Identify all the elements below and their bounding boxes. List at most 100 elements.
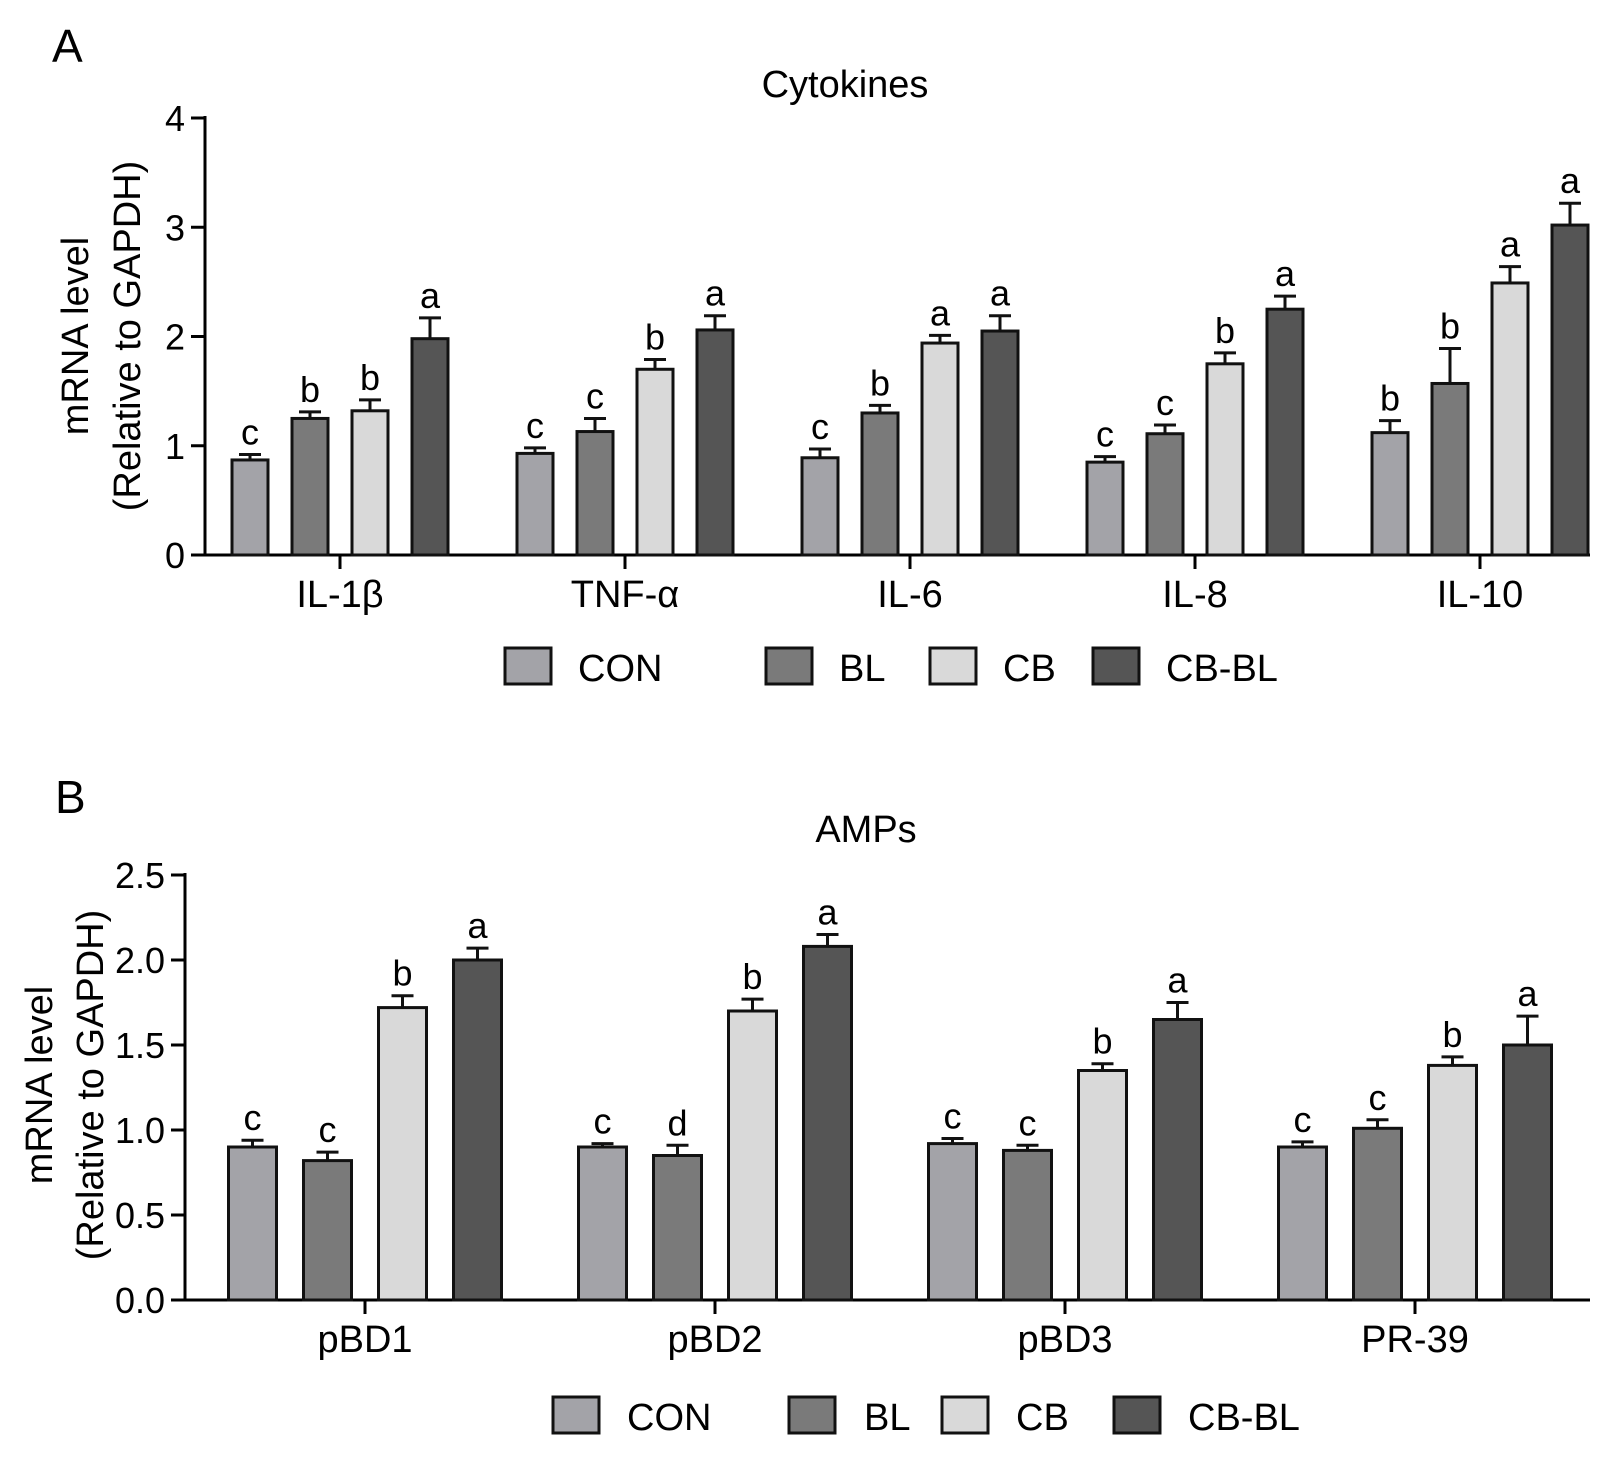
legend-label: BL	[839, 648, 885, 690]
significance-letter: b	[1440, 306, 1460, 347]
bar	[695, 328, 735, 557]
bar	[577, 1145, 628, 1302]
bar	[452, 958, 503, 1302]
significance-letter: a	[930, 292, 951, 333]
bar	[1077, 1069, 1128, 1302]
significance-letter: b	[870, 362, 890, 403]
bar	[860, 411, 900, 557]
y-tick-label: 0.5	[115, 1195, 165, 1236]
x-tick-label: IL-8	[1162, 574, 1227, 616]
x-tick-label: TNF-α	[571, 574, 680, 616]
significance-letter: a	[1517, 973, 1538, 1014]
x-tick-label: pBD2	[667, 1319, 762, 1361]
significance-letter: c	[241, 411, 259, 452]
x-tick-label: IL-10	[1437, 574, 1524, 616]
legend-swatch	[787, 1395, 837, 1435]
y-axis-label-line2: (Relative to GAPDH)	[70, 910, 112, 1261]
bar	[290, 416, 330, 557]
y-tick-label: 0.0	[115, 1280, 165, 1321]
significance-letter: b	[1215, 310, 1235, 351]
bar	[1152, 1018, 1203, 1302]
significance-letter: c	[1019, 1102, 1037, 1143]
significance-letter: d	[667, 1102, 687, 1143]
bar	[800, 456, 840, 557]
significance-letter: c	[811, 406, 829, 447]
bar	[302, 1159, 353, 1302]
bar	[1205, 362, 1245, 557]
legend-swatch	[928, 646, 978, 686]
significance-letter: a	[705, 273, 726, 314]
bar	[927, 1142, 978, 1302]
significance-letter: c	[244, 1097, 262, 1138]
bar	[920, 341, 960, 557]
bar	[1352, 1126, 1403, 1302]
bar	[1430, 381, 1470, 557]
significance-letter: a	[1275, 253, 1296, 294]
bar	[515, 451, 555, 557]
significance-letter: b	[742, 956, 762, 997]
significance-letter: a	[467, 905, 488, 946]
significance-letter: b	[1092, 1021, 1112, 1062]
significance-letter: a	[817, 892, 838, 933]
legend-label: CON	[578, 648, 662, 690]
significance-letter: a	[1500, 224, 1521, 265]
panel-label: B	[55, 771, 86, 823]
chart-title: Cytokines	[762, 64, 929, 106]
significance-letter: b	[360, 357, 380, 398]
x-tick-label: IL-6	[877, 574, 942, 616]
y-tick-label: 4	[165, 98, 185, 139]
bar	[1265, 307, 1305, 557]
significance-letter: c	[1096, 414, 1114, 455]
bar	[1502, 1043, 1553, 1302]
y-tick-label: 1	[165, 426, 185, 467]
x-tick-label: PR-39	[1361, 1319, 1469, 1361]
bar	[230, 458, 270, 557]
chart-panel-a: A Cytokines mRNA level (Relative to GAPDH) 0…	[52, 20, 1590, 690]
legend-swatch	[1091, 646, 1141, 686]
bar	[1002, 1148, 1053, 1302]
significance-letter: c	[944, 1096, 962, 1137]
significance-letter: a	[420, 275, 441, 316]
bar	[802, 944, 853, 1302]
significance-letter: a	[1167, 960, 1188, 1001]
y-tick-label: 0	[165, 535, 185, 576]
significance-letter: b	[392, 953, 412, 994]
bar	[227, 1145, 278, 1302]
y-axis-label-line1: mRNA level	[55, 237, 97, 436]
legend-label: CB	[1003, 648, 1056, 690]
y-tick-label: 2	[165, 317, 185, 358]
bar	[1370, 431, 1410, 557]
significance-letter: c	[526, 405, 544, 446]
significance-letter: b	[300, 369, 320, 410]
significance-letter: c	[319, 1109, 337, 1150]
y-tick-label: 2.0	[115, 940, 165, 981]
legend-swatch	[940, 1395, 990, 1435]
y-tick-label: 1.5	[115, 1025, 165, 1066]
x-tick-label: pBD1	[317, 1319, 412, 1361]
bar	[1277, 1145, 1328, 1302]
y-tick-label: 3	[165, 207, 185, 248]
legend-label: CB-BL	[1188, 1397, 1300, 1439]
y-axis-label-line2: (Relative to GAPDH)	[107, 161, 149, 512]
y-tick-label: 1.0	[115, 1110, 165, 1151]
bar	[575, 430, 615, 557]
significance-letter: b	[1442, 1014, 1462, 1055]
x-tick-label: IL-1β	[296, 574, 383, 616]
bar	[350, 409, 390, 557]
y-axis-label-line1: mRNA level	[19, 986, 61, 1185]
bar	[652, 1154, 703, 1302]
legend-label: BL	[864, 1397, 910, 1439]
legend-swatch	[551, 1395, 601, 1435]
significance-letter: c	[1156, 382, 1174, 423]
significance-letter: c	[1294, 1099, 1312, 1140]
legend-label: CB	[1016, 1397, 1069, 1439]
bar	[1085, 460, 1125, 557]
significance-letter: c	[594, 1101, 612, 1142]
bar	[1145, 432, 1185, 557]
bar	[1490, 281, 1530, 557]
significance-letter: a	[990, 273, 1011, 314]
legend-label: CON	[627, 1397, 711, 1439]
legend-swatch	[1112, 1395, 1162, 1435]
significance-letter: c	[1369, 1077, 1387, 1118]
